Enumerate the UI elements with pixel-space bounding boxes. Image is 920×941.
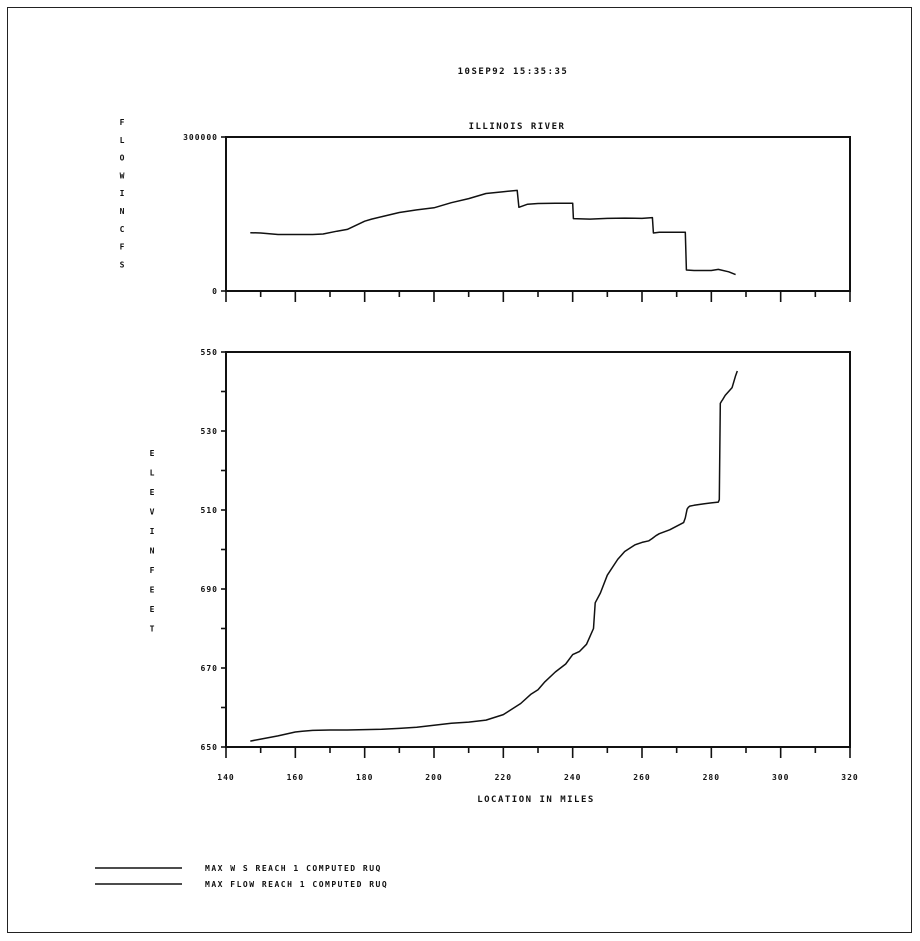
elevation-y-label-char: E (150, 605, 155, 614)
flow-y-tick-label: 300000 (183, 133, 218, 142)
elevation-x-tick-label: 260 (633, 773, 650, 782)
flow-chart-title: ILLINOIS RIVER (469, 122, 566, 132)
elevation-x-tick-label: 280 (703, 773, 720, 782)
flow-y-label-char: C (120, 225, 125, 234)
flow-series-line (250, 189, 736, 276)
elevation-y-tick-label: 650 (201, 743, 218, 752)
elevation-y-label-char: F (150, 566, 155, 575)
elevation-y-label-char: T (150, 625, 155, 634)
legend-label-ws: MAX W S REACH 1 COMPUTED RUQ (205, 864, 382, 873)
flow-y-tick-label: 0 (212, 287, 218, 296)
elevation-x-tick-label: 320 (841, 773, 858, 782)
elevation-x-tick-label: 200 (425, 773, 442, 782)
elevation-y-label-char: I (150, 527, 155, 536)
page-border (7, 7, 912, 933)
flow-x-ticks (225, 291, 851, 302)
elevation-y-label-char: E (150, 488, 155, 497)
elevation-y-tick-label: 670 (201, 664, 218, 673)
timestamp: 10SEP92 15:35:35 (458, 67, 569, 77)
elevation-chart: E L E V I N F E E T 650 670 690 510 530 550 140 160 180 2… (150, 348, 858, 805)
elevation-series-line (250, 370, 739, 742)
elevation-x-tick-label: 180 (356, 773, 373, 782)
elevation-y-label-char: E (150, 449, 155, 458)
x-axis-label: LOCATION IN MILES (477, 795, 595, 805)
elevation-y-label-char: E (150, 586, 155, 595)
elevation-y-tick-label: 510 (201, 506, 218, 515)
flow-y-label-char: W (120, 171, 125, 180)
elevation-x-tick-label: 220 (495, 773, 512, 782)
legend: MAX W S REACH 1 COMPUTED RUQ MAX FLOW RE… (95, 864, 388, 889)
flow-y-label-char: F (120, 118, 125, 127)
flow-y-label-char: O (120, 154, 125, 163)
flow-y-label-char: I (120, 189, 125, 198)
flow-y-label-char: F (120, 243, 125, 252)
elevation-y-tick-label: 690 (201, 585, 218, 594)
flow-y-label-char: S (120, 260, 125, 269)
elevation-x-tick-label: 160 (287, 773, 304, 782)
elevation-x-ticks: 140 160 180 200 220 240 260 280 300 320 (217, 747, 858, 782)
elevation-x-tick-label: 300 (772, 773, 789, 782)
flow-plot-frame (225, 136, 851, 292)
elevation-y-ticks: 650 670 690 510 530 550 (201, 348, 226, 752)
legend-label-flow: MAX FLOW REACH 1 COMPUTED RUQ (205, 880, 388, 889)
elevation-y-tick-label: 530 (201, 427, 218, 436)
elevation-x-tick-label: 240 (564, 773, 581, 782)
elevation-y-label-char: N (150, 547, 155, 556)
elevation-y-label-char: V (150, 508, 155, 517)
elevation-plot-frame (225, 351, 851, 748)
flow-y-label-char: N (120, 207, 125, 216)
elevation-y-tick-label: 550 (201, 348, 218, 357)
elevation-x-tick-label: 140 (217, 773, 234, 782)
elevation-y-label-char: L (150, 469, 155, 478)
flow-y-ticks: 0 300000 (183, 133, 226, 296)
elevation-y-axis-label: E L E V I N F E E T (150, 449, 155, 634)
flow-y-label-char: L (120, 136, 125, 145)
